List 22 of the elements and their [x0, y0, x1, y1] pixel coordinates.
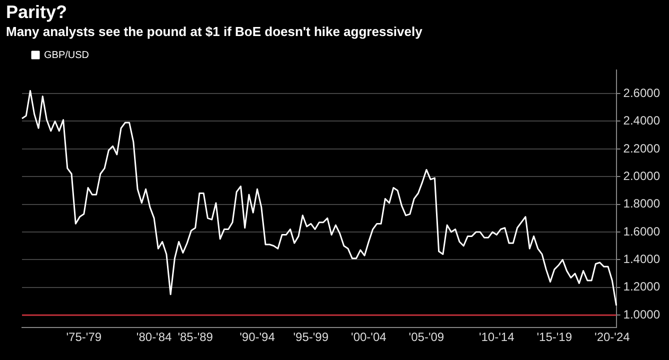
x-tick-label: '15-'19	[536, 330, 572, 344]
y-tick-label: 2.2000	[623, 141, 660, 156]
x-tick-label: '80-'84	[136, 330, 172, 344]
y-tick-label: 1.2000	[623, 280, 660, 294]
y-tick-label: 2.0000	[623, 168, 660, 183]
x-tick-label: '95-'99	[293, 330, 329, 344]
chart-title: Parity?	[6, 2, 68, 23]
y-tick-label: 1.6000	[623, 224, 660, 238]
y-tick-label: 2.4000	[623, 114, 660, 128]
x-tick-label: '75-'79	[66, 330, 102, 344]
y-tick-label: 1.4000	[623, 252, 660, 266]
x-tick-label: '00-'04	[351, 330, 387, 344]
y-tick-label: 1.8000	[623, 196, 660, 211]
x-tick-label: '10-'14	[478, 330, 515, 344]
x-tick-label: '05-'09	[408, 330, 444, 344]
x-tick-label: '85-'89	[178, 330, 214, 344]
y-tick-label: 1.0000	[623, 307, 660, 322]
legend-label: GBP/USD	[44, 50, 90, 61]
y-tick-label: 2.6000	[623, 86, 660, 100]
x-tick-label: '90-'94	[240, 330, 276, 344]
x-tick-label: '20-'24	[594, 330, 630, 344]
chart-subtitle: Many analysts see the pound at $1 if BoE doesn't hike aggressively	[6, 24, 422, 39]
